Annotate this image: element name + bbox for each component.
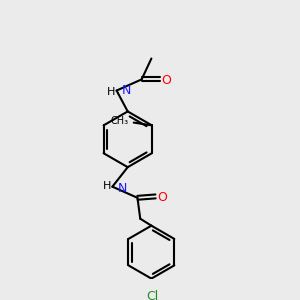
Text: Cl: Cl — [147, 290, 159, 300]
Text: CH₃: CH₃ — [111, 116, 129, 126]
Text: O: O — [157, 191, 167, 204]
Text: N: N — [117, 182, 127, 195]
Text: H: H — [107, 86, 115, 97]
Text: O: O — [161, 74, 171, 87]
Text: H: H — [103, 181, 111, 191]
Text: N: N — [122, 84, 131, 97]
